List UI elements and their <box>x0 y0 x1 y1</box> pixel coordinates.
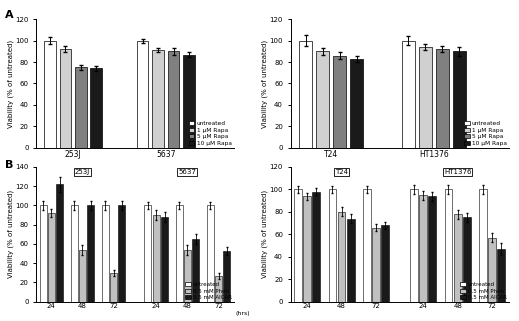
Bar <box>479 189 487 302</box>
Text: B: B <box>5 160 13 170</box>
Bar <box>75 67 87 148</box>
Bar <box>175 205 183 302</box>
Bar <box>87 205 94 302</box>
Bar <box>454 214 461 302</box>
Bar <box>381 225 389 302</box>
Bar <box>183 55 195 148</box>
Text: 253J: 253J <box>75 169 90 175</box>
Bar <box>497 249 505 302</box>
Bar <box>453 51 466 148</box>
Bar <box>338 212 346 302</box>
Bar <box>419 195 427 302</box>
Text: A: A <box>5 10 14 20</box>
Bar <box>153 50 164 148</box>
Bar <box>312 192 320 302</box>
Legend: untreated, 1 μM Rapa, 5 μM Rapa, 10 μM Rapa: untreated, 1 μM Rapa, 5 μM Rapa, 10 μM R… <box>188 121 233 146</box>
Bar <box>372 228 380 302</box>
Bar <box>110 273 117 302</box>
Bar <box>44 41 56 148</box>
Bar <box>333 56 346 148</box>
Bar <box>429 196 436 302</box>
Text: HT1376: HT1376 <box>444 169 471 175</box>
Bar <box>161 217 168 302</box>
Legend: untreated, 0.5 mM Phen, 0.5 mM AICAR: untreated, 0.5 mM Phen, 0.5 mM AICAR <box>460 282 508 301</box>
Bar <box>60 49 71 148</box>
Legend: untreated, 0.5 mM Phen, 0.5 mM AICAR: untreated, 0.5 mM Phen, 0.5 mM AICAR <box>185 282 233 301</box>
Bar <box>445 189 453 302</box>
Bar <box>184 250 191 302</box>
Bar <box>192 239 199 302</box>
Bar <box>207 205 214 302</box>
Bar <box>102 205 109 302</box>
Bar <box>316 51 329 148</box>
Bar <box>39 205 47 302</box>
Bar <box>144 205 152 302</box>
Bar <box>347 219 354 302</box>
Bar <box>137 41 148 148</box>
Bar <box>153 215 160 302</box>
Y-axis label: Viability (% of untreated): Viability (% of untreated) <box>7 39 14 127</box>
Text: (hrs): (hrs) <box>236 311 250 316</box>
Bar <box>419 47 432 148</box>
Bar <box>294 189 302 302</box>
Bar <box>168 51 180 148</box>
Bar <box>118 205 126 302</box>
Bar <box>56 184 63 302</box>
Bar <box>215 276 222 302</box>
Y-axis label: Viability (% of untreated): Viability (% of untreated) <box>262 190 268 278</box>
Bar <box>463 218 471 302</box>
Bar <box>223 251 230 302</box>
Bar <box>299 41 312 148</box>
Bar <box>79 250 86 302</box>
Bar <box>363 189 371 302</box>
Bar <box>436 49 449 148</box>
Legend: untreated, 1 μM Rapa, 5 μM Rapa, 10 μM Rapa: untreated, 1 μM Rapa, 5 μM Rapa, 10 μM R… <box>463 121 508 146</box>
Y-axis label: Viability (% of untreated): Viability (% of untreated) <box>7 190 14 278</box>
Bar <box>350 59 363 148</box>
Text: 5637: 5637 <box>179 169 196 175</box>
Y-axis label: Viability (% of untreated): Viability (% of untreated) <box>262 39 268 127</box>
Bar <box>402 41 415 148</box>
Bar <box>488 238 496 302</box>
Text: T24: T24 <box>335 169 348 175</box>
Bar <box>90 68 102 148</box>
Bar <box>303 196 311 302</box>
Bar <box>71 205 78 302</box>
Bar <box>329 189 336 302</box>
Bar <box>48 213 55 302</box>
Bar <box>410 189 418 302</box>
